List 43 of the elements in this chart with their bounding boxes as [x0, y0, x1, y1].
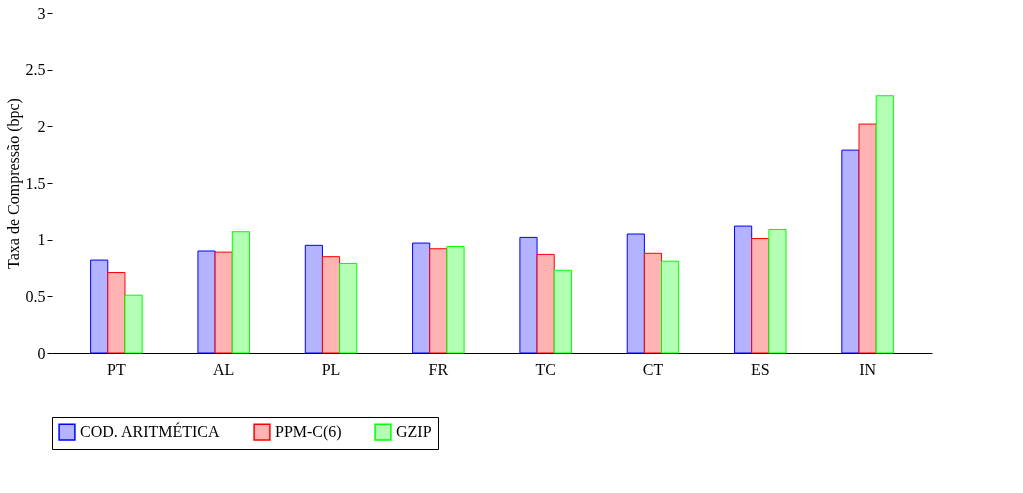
y-tick-label: 3: [37, 4, 46, 22]
x-tick-label: AL: [213, 360, 235, 378]
bar: [875, 95, 894, 354]
bar: [858, 123, 877, 354]
bar: [412, 242, 431, 354]
x-tick-label: ES: [750, 360, 770, 378]
bar: [429, 248, 448, 354]
bar: [446, 245, 465, 354]
bar: [124, 294, 143, 354]
bar: [734, 225, 753, 354]
x-tick-label: IN: [859, 360, 877, 378]
x-tick-label: CT: [642, 360, 664, 378]
bar: [107, 272, 126, 354]
x-tick-label: PT: [107, 360, 126, 378]
x-tick-label: TC: [535, 360, 556, 378]
bar: [339, 262, 358, 354]
bar: [197, 250, 216, 354]
y-tick-label: 1: [37, 231, 46, 249]
legend-label: GZIP: [396, 423, 432, 441]
bar: [519, 236, 538, 354]
y-tick-label: 0: [37, 344, 46, 362]
bar: [553, 269, 572, 354]
bar: [231, 231, 250, 354]
x-tick-label: PL: [321, 360, 341, 378]
bar: [321, 256, 341, 354]
bar: [661, 260, 680, 354]
legend-label: PPM-C(6): [275, 423, 342, 442]
bar: [643, 252, 663, 354]
bar: [751, 238, 770, 354]
y-tick-label: 1.5: [25, 174, 46, 192]
y-tick-label: 2.5: [25, 61, 46, 79]
bar: [214, 251, 233, 354]
bar: [536, 253, 555, 354]
x-tick-label: FR: [428, 360, 449, 378]
bar: [841, 149, 860, 354]
y-tick-label: 0.5: [25, 287, 46, 305]
legend-label: COD. ARITMÉTICA: [80, 422, 220, 441]
y-tick-label: 2: [37, 117, 46, 135]
bar: [768, 228, 787, 354]
bar: [304, 244, 323, 354]
bar: [626, 233, 645, 354]
y-axis-title: Taxa de Compressão (bpc): [4, 98, 23, 269]
bar: [90, 259, 109, 354]
